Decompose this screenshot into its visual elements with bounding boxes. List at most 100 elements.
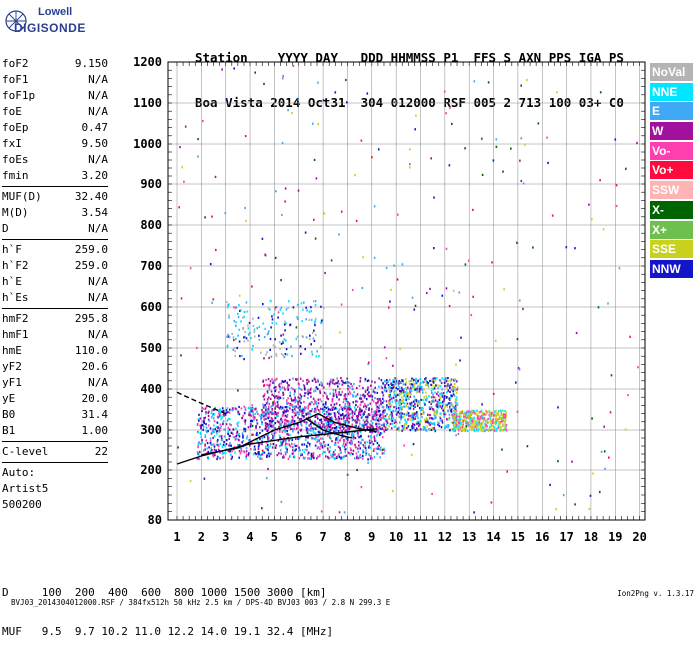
echo-point [416,404,419,407]
echo-point [233,319,236,323]
echo-point [491,413,493,416]
echo-point [280,334,282,337]
echo-point [428,406,431,409]
echo-point [446,403,448,407]
echo-point [412,443,415,446]
echo-point [450,388,453,391]
echo-point [486,425,488,428]
echo-point [415,427,418,430]
echo-point [434,399,437,402]
version-label: Ion2Png v. 1.3.17 [617,589,694,598]
echo-point [317,422,320,425]
echo-point [361,438,363,441]
echo-point [209,263,212,266]
echo-point [401,379,404,382]
echo-point [380,400,382,403]
echo-point [354,406,356,409]
echo-point [373,456,376,459]
echo-point [225,423,228,426]
echo-point [293,414,296,417]
echo-point [366,419,369,422]
echo-point [315,317,317,320]
echo-point [399,407,401,410]
echo-point [388,407,391,410]
echo-point [243,420,246,423]
echo-point [250,406,252,410]
echo-point [363,412,365,415]
echo-point [183,180,185,183]
echo-point [574,247,576,250]
echo-point [344,442,347,445]
echo-point [347,422,349,425]
echo-point [239,444,241,447]
echo-point [280,382,283,385]
echo-point [207,418,210,421]
echo-point [432,408,435,411]
echo-point [284,329,286,332]
echo-point [281,441,284,445]
echo-point [441,393,443,396]
echo-point [347,388,350,391]
echo-point [488,428,490,431]
echo-point [342,455,345,458]
echo-point [362,454,364,457]
echo-point [344,451,347,454]
echo-point [401,263,404,266]
echo-point [287,457,290,461]
echo-point [344,414,347,417]
echo-point [287,406,289,409]
param-row: h`F 259.0 [2,242,108,258]
echo-point [275,354,278,358]
echo-point [328,408,330,411]
param-row: Artist5 [2,481,108,497]
echo-point [432,381,435,384]
echo-point [233,346,236,350]
echo-point [402,398,405,401]
header-values: Boa Vista 2014 Oct31 304 012000 RSF 005 … [195,95,624,110]
echo-point [386,413,388,416]
echo-point [284,444,287,447]
echo-point [445,112,447,115]
echo-point [406,402,409,405]
echo-point [454,378,457,381]
echo-point [443,415,446,418]
echo-point [266,477,268,480]
echo-point [447,389,450,392]
echo-point [284,379,287,383]
echo-point [489,417,491,421]
echo-point [419,381,422,385]
echo-point [308,444,311,447]
echo-point [375,447,377,450]
echo-point [354,443,356,446]
echo-point [356,455,358,458]
echo-point [235,432,238,435]
echo-point [283,409,286,412]
echo-point [359,406,361,410]
echo-point [250,420,252,423]
echo-point [385,266,388,269]
echo-point [252,344,254,348]
echo-point [524,143,526,146]
echo-point [468,425,471,428]
echo-point [180,354,182,357]
echo-point [202,428,204,431]
echo-point [221,452,224,455]
echo-point [368,407,370,410]
echo-point [427,421,429,424]
echo-point [296,303,299,306]
echo-point [265,402,268,405]
echo-point [327,398,330,401]
echo-point [280,449,282,452]
echo-point [338,398,340,401]
echo-point [256,327,258,330]
echo-point [299,397,301,400]
echo-point [456,422,459,425]
echo-point [479,424,482,427]
echo-point [318,410,321,413]
echo-point [474,422,477,425]
echo-point [237,412,239,415]
echo-point [455,424,458,427]
echo-point [597,306,600,309]
echo-point [403,444,405,447]
echo-point [459,415,462,418]
